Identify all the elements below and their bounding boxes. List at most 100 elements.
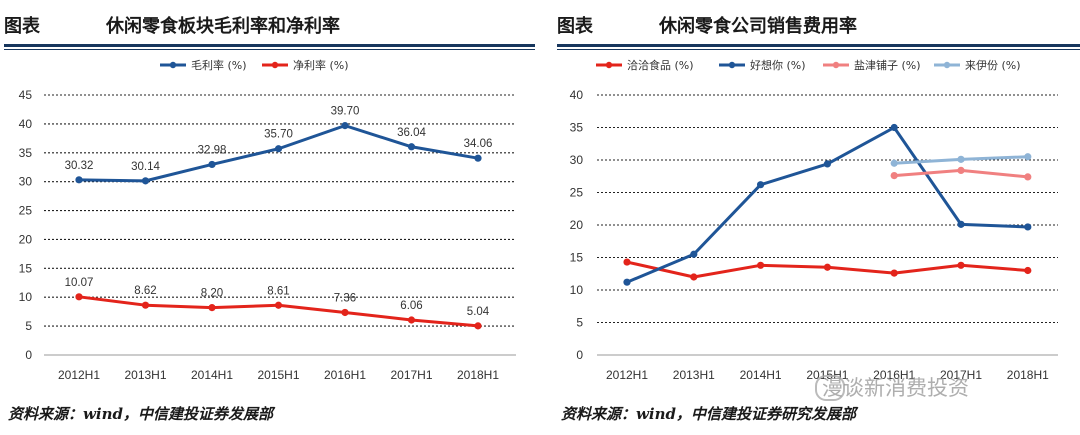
right-y-tick: 5 bbox=[576, 316, 583, 330]
right-data-point bbox=[957, 220, 965, 228]
right-data-point bbox=[890, 123, 898, 132]
left-chart-title: 休闲零食板块毛利率和净利率 bbox=[106, 16, 340, 37]
right-data-point bbox=[623, 278, 631, 286]
right-data-point bbox=[623, 258, 631, 266]
left-data-label: 34.06 bbox=[464, 138, 493, 150]
left-data-point bbox=[208, 304, 216, 312]
right-x-tick: 2018H1 bbox=[1007, 368, 1049, 382]
wechat-icon bbox=[815, 375, 845, 401]
right-legend-label: 洽洽食品 (%) bbox=[627, 58, 694, 72]
right-legend-label: 来伊份 (%) bbox=[965, 59, 1021, 72]
left-data-label: 8.62 bbox=[134, 285, 156, 297]
left-data-point bbox=[474, 154, 482, 162]
right-y-tick: 35 bbox=[570, 121, 584, 135]
margin-line-chart: 0 5 10 15 20 25 30 35 40 45 2012H1 2013H1 2014H1 2015… bbox=[19, 58, 516, 382]
left-data-point bbox=[141, 177, 150, 185]
right-x-tick: 2012H1 bbox=[606, 368, 648, 382]
left-y-tick: 20 bbox=[19, 232, 33, 246]
left-data-point bbox=[75, 293, 83, 301]
left-data-label: 36.04 bbox=[397, 127, 426, 139]
right-header-rule bbox=[557, 44, 1080, 47]
right-y-tick: 40 bbox=[570, 88, 584, 102]
right-legend-marker bbox=[605, 61, 613, 69]
right-data-point bbox=[1024, 153, 1032, 161]
left-data-point bbox=[274, 301, 283, 309]
left-x-tick: 2012H1 bbox=[58, 368, 100, 382]
right-legend-marker bbox=[943, 61, 951, 69]
left-x-tick: 2018H1 bbox=[457, 368, 499, 382]
right-data-point bbox=[1024, 173, 1032, 181]
right-data-point bbox=[690, 273, 698, 281]
left-y-tick: 35 bbox=[19, 146, 33, 160]
right-figure-label: 图表 bbox=[557, 16, 593, 37]
left-header: 图表 休闲零食板块毛利率和净利率 bbox=[4, 8, 535, 50]
left-x-tick: 2016H1 bbox=[324, 368, 366, 382]
left-data-label: 7.36 bbox=[334, 292, 356, 304]
right-x-tick: 2013H1 bbox=[673, 368, 715, 382]
right-header: 图表 休闲零食公司销售费用率 bbox=[557, 8, 1080, 50]
right-x-tick: 2014H1 bbox=[740, 368, 782, 382]
left-legend-label: 净利率 (%) bbox=[293, 58, 349, 72]
right-legend-marker bbox=[832, 61, 840, 69]
left-y-tick: 30 bbox=[19, 175, 33, 189]
right-y-tick: 10 bbox=[570, 283, 584, 297]
right-header-rule-thin bbox=[557, 49, 1080, 50]
right-data-point bbox=[757, 181, 765, 189]
left-data-label: 6.06 bbox=[400, 300, 422, 312]
left-y-tick: 0 bbox=[25, 348, 32, 362]
right-legend-marker bbox=[728, 61, 736, 69]
right-x-tick: 2016H1 bbox=[873, 368, 915, 382]
left-x-tick: 2017H1 bbox=[390, 368, 432, 382]
left-legend-marker bbox=[271, 61, 279, 69]
left-data-point bbox=[407, 316, 416, 324]
right-legend-label: 好想你 (%) bbox=[750, 58, 806, 72]
left-data-label: 35.70 bbox=[264, 129, 293, 141]
left-header-rule bbox=[4, 44, 535, 47]
left-x-tick: 2013H1 bbox=[124, 368, 166, 382]
right-series-line-1 bbox=[626, 126, 1028, 284]
left-legend-label: 毛利率 (%) bbox=[191, 58, 247, 72]
left-data-point bbox=[75, 176, 83, 184]
right-data-point bbox=[823, 160, 831, 168]
left-data-label: 8.61 bbox=[267, 285, 289, 297]
right-data-point bbox=[690, 250, 698, 258]
right-y-tick: 0 bbox=[576, 348, 583, 362]
left-data-label: 39.70 bbox=[331, 106, 360, 118]
left-data-point bbox=[141, 301, 150, 309]
left-data-point bbox=[274, 145, 283, 153]
right-data-point bbox=[957, 155, 965, 163]
left-legend-marker bbox=[169, 61, 177, 69]
left-data-label: 10.07 bbox=[65, 277, 94, 289]
right-data-point bbox=[957, 261, 965, 269]
right-data-point bbox=[957, 166, 965, 174]
right-data-point bbox=[1024, 223, 1032, 231]
left-header-rule-thin bbox=[4, 49, 535, 50]
left-y-tick: 45 bbox=[19, 88, 33, 102]
left-data-label: 8.20 bbox=[201, 288, 223, 300]
left-y-tick: 5 bbox=[25, 319, 32, 333]
right-y-tick: 15 bbox=[570, 251, 584, 265]
left-y-tick: 40 bbox=[19, 117, 33, 131]
right-data-point bbox=[757, 261, 765, 269]
left-data-label: 30.14 bbox=[131, 161, 160, 173]
left-data-point bbox=[341, 122, 349, 130]
gross-net-margin-panel: 图表 休闲零食板块毛利率和净利率 0 5 10 15 20 25 30 35 40 45 2012H… bbox=[0, 0, 535, 435]
left-data-label: 32.98 bbox=[198, 144, 227, 156]
right-data-point bbox=[1024, 266, 1032, 275]
right-data-point bbox=[890, 159, 898, 167]
left-y-tick: 10 bbox=[19, 290, 33, 304]
left-data-point bbox=[341, 308, 349, 317]
selling-expense-panel: 图表 休闲零食公司销售费用率 0 5 10 15 20 25 30 35 40 2012H1 201… bbox=[553, 0, 1080, 435]
right-chart-title: 休闲零食公司销售费用率 bbox=[659, 16, 857, 37]
left-data-label: 5.04 bbox=[467, 306, 490, 318]
left-data-point bbox=[208, 160, 216, 169]
left-data-label: 30.32 bbox=[65, 160, 94, 172]
right-source-note: 资料来源：wind，中信建投证券研究发展部 bbox=[561, 405, 857, 423]
left-data-point bbox=[407, 143, 416, 151]
left-source-note: 资料来源：wind，中信建投证券发展部 bbox=[8, 405, 274, 423]
right-x-tick: 2017H1 bbox=[940, 368, 982, 382]
watermark-text: 漫谈新消费投资 bbox=[822, 376, 969, 400]
right-y-tick: 30 bbox=[570, 153, 584, 167]
right-y-tick: 20 bbox=[570, 218, 584, 232]
